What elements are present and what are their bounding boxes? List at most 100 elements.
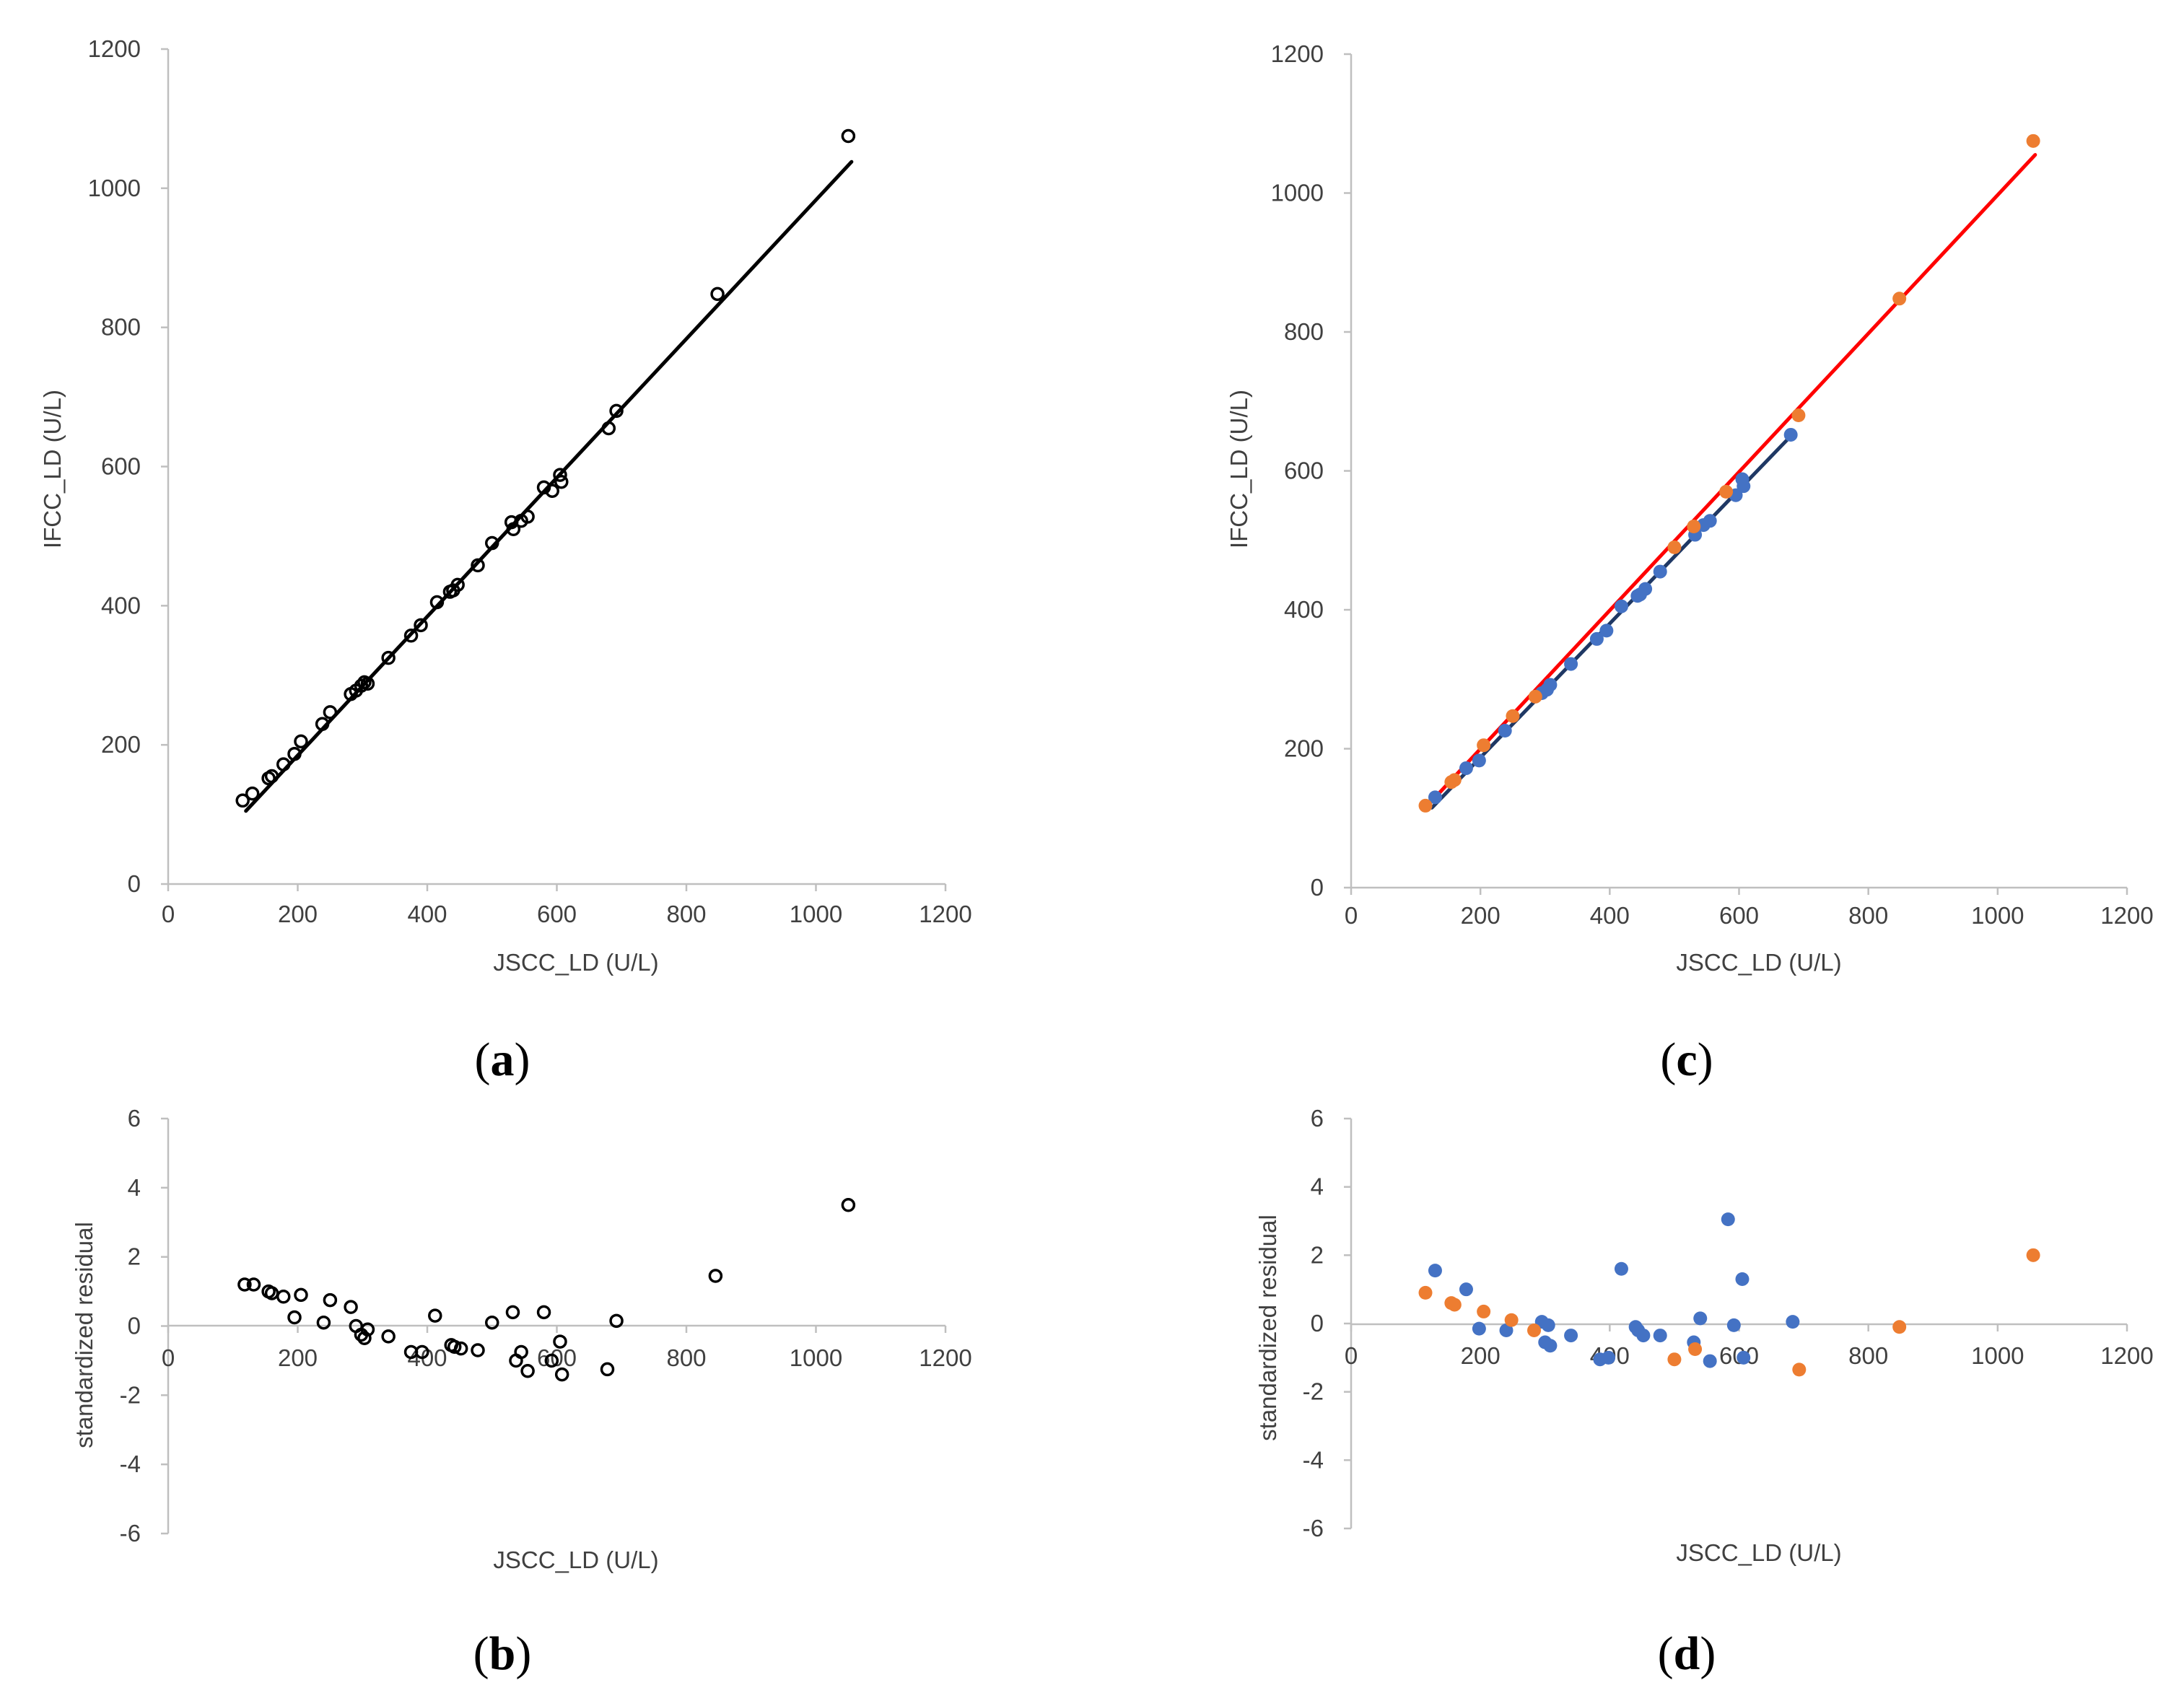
data-point-orange-group xyxy=(1667,1352,1682,1367)
y-axis-title-a: IFCC_LD (U/L) xyxy=(39,390,66,548)
x-tick-label: 600 xyxy=(1719,902,1759,929)
y-tick-label: 0 xyxy=(128,1313,141,1339)
data-point xyxy=(447,1339,462,1354)
data-point-blue-group xyxy=(1786,1315,1800,1329)
data-point-blue-group xyxy=(1472,753,1486,768)
data-point-blue-group xyxy=(1564,657,1578,671)
data-point-blue-group xyxy=(1459,761,1473,775)
data-point xyxy=(841,128,856,144)
data-point-orange-group xyxy=(1447,773,1462,787)
data-point-blue-group xyxy=(1499,1323,1513,1337)
data-point-blue-group xyxy=(1638,582,1653,596)
plot-area-a: 0 200 400 600 800 1000 1200 0 200 400 600 800 1000 12… xyxy=(88,35,972,927)
y-tick-label: 600 xyxy=(101,453,141,480)
data-point-blue-group xyxy=(1703,514,1717,528)
data-point-orange-group xyxy=(1418,1285,1433,1300)
y-tick-label: 800 xyxy=(1284,318,1324,345)
data-point xyxy=(553,1334,567,1349)
data-point-blue-group xyxy=(1472,1321,1486,1336)
y-axis-title-d: standardized residual xyxy=(1254,1215,1281,1441)
y-tick-label: 600 xyxy=(1284,458,1324,484)
data-point xyxy=(360,1322,375,1337)
data-point xyxy=(323,705,338,719)
data-point-orange-group xyxy=(1447,1298,1462,1312)
x-tick-label: 400 xyxy=(1590,902,1630,929)
data-point xyxy=(323,1292,338,1308)
x-tick-label: 0 xyxy=(1345,1342,1358,1369)
panel-label-b: (b) xyxy=(473,1627,532,1680)
panel-label-c: (c) xyxy=(1660,1033,1713,1086)
data-point xyxy=(504,515,519,530)
x-tick-label: 800 xyxy=(1848,902,1888,929)
data-point-blue-group xyxy=(1703,1354,1717,1368)
data-point xyxy=(485,535,499,551)
y-tick-label: 400 xyxy=(1284,596,1324,623)
fit-line-red-regression xyxy=(1427,153,2037,806)
data-point-orange-group xyxy=(1477,738,1491,753)
data-point-orange-group xyxy=(1667,540,1682,554)
y-tick-label: 6 xyxy=(1311,1105,1324,1132)
data-point-blue-group xyxy=(1783,427,1798,442)
data-point xyxy=(554,1367,569,1382)
data-point-blue-group xyxy=(1737,479,1751,494)
data-point xyxy=(344,1300,358,1314)
x-tick-label: 1000 xyxy=(790,901,842,927)
data-point-orange-group xyxy=(2026,1248,2040,1262)
data-point xyxy=(235,793,250,808)
data-point xyxy=(246,1277,261,1292)
data-point xyxy=(609,403,624,419)
y-tick-label: 1000 xyxy=(88,175,141,201)
data-point xyxy=(276,1290,291,1304)
data-point-orange-group xyxy=(1688,1342,1703,1356)
data-point xyxy=(601,421,616,436)
x-tick-label: 200 xyxy=(278,1344,318,1371)
data-point xyxy=(414,618,428,633)
data-point xyxy=(536,480,551,495)
data-point xyxy=(294,1287,308,1303)
y-tick-label: 0 xyxy=(128,870,141,897)
data-point-blue-group xyxy=(1614,599,1628,613)
y-tick-label: 0 xyxy=(1311,1310,1324,1337)
y-tick-label: 2 xyxy=(1311,1241,1324,1268)
x-tick-label: 1200 xyxy=(2100,1342,2153,1369)
panel-a: 0 200 400 600 800 1000 1200 0 200 400 600 800 1000 12… xyxy=(39,35,972,1086)
data-point xyxy=(316,1315,331,1330)
x-tick-label: 0 xyxy=(162,901,175,927)
x-tick-label: 800 xyxy=(666,901,706,927)
x-tick-label: 200 xyxy=(1461,1342,1501,1369)
x-tick-label: 1200 xyxy=(919,1344,971,1371)
y-tick-label: 4 xyxy=(1311,1173,1324,1200)
x-tick-label: 1200 xyxy=(919,901,971,927)
data-point-orange-group xyxy=(1687,520,1701,533)
data-point xyxy=(554,474,569,489)
data-point-blue-group xyxy=(1653,1329,1667,1343)
data-point xyxy=(294,734,308,749)
y-tick-label: -4 xyxy=(1303,1446,1324,1473)
data-point-blue-group xyxy=(1636,1329,1651,1343)
y-tick-label: -4 xyxy=(120,1451,141,1477)
x-axis-title-b: JSCC_LD (U/L) xyxy=(493,1547,658,1573)
y-tick-label: 400 xyxy=(101,592,141,618)
y-tick-label: 200 xyxy=(1284,735,1324,762)
data-point xyxy=(545,484,559,498)
data-point xyxy=(315,717,330,731)
data-point-blue-group xyxy=(1428,790,1442,805)
data-point xyxy=(710,286,725,302)
x-tick-label: 0 xyxy=(162,1344,175,1371)
data-point-orange-group xyxy=(1792,1362,1807,1377)
data-point xyxy=(245,786,260,801)
data-point-blue-group xyxy=(1543,1339,1558,1353)
x-axis-title-d: JSCC_LD (U/L) xyxy=(1676,1539,1841,1566)
data-point xyxy=(544,1353,559,1368)
data-point-orange-group xyxy=(1892,1320,1907,1334)
x-tick-label: 1000 xyxy=(1971,1342,2024,1369)
data-point-orange-group xyxy=(1719,484,1734,499)
data-point xyxy=(520,509,535,524)
data-point-orange-group xyxy=(1892,292,1907,306)
data-point-blue-group xyxy=(1589,631,1604,646)
y-tick-label: -6 xyxy=(1303,1515,1324,1541)
